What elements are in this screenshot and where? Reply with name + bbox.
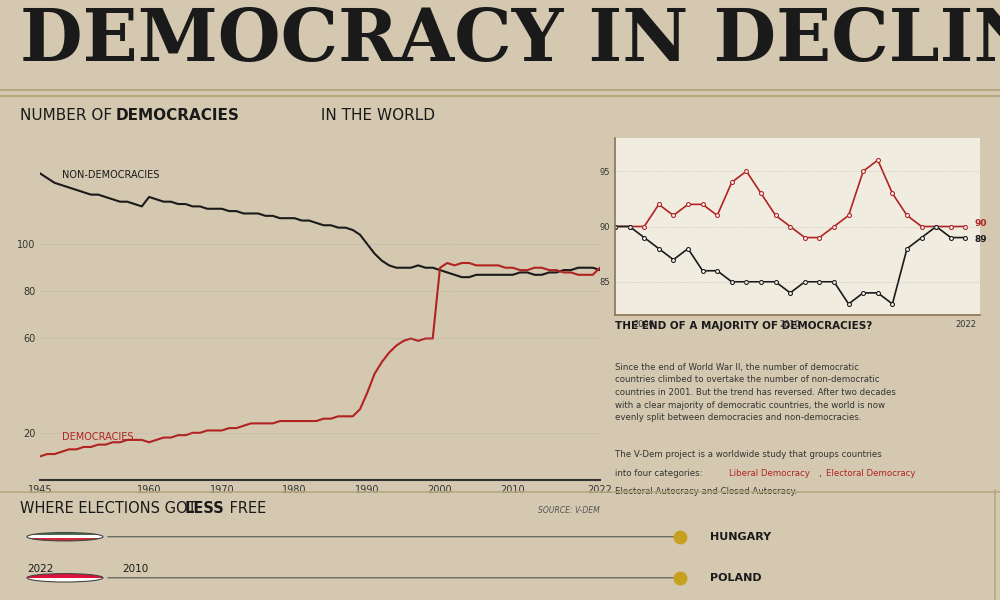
- Text: IN THE WORLD: IN THE WORLD: [316, 108, 435, 123]
- Text: Liberal Democracy: Liberal Democracy: [729, 469, 810, 478]
- Text: DEMOCRACY IN DECLINE: DEMOCRACY IN DECLINE: [20, 5, 1000, 76]
- Text: 90: 90: [974, 218, 987, 227]
- Text: The V-Dem project is a worldwide study that groups countries: The V-Dem project is a worldwide study t…: [615, 451, 882, 460]
- Text: WHERE ELECTIONS GOT: WHERE ELECTIONS GOT: [20, 502, 201, 517]
- Text: 2010: 2010: [122, 564, 148, 574]
- Text: THE END OF A MAJORITY OF DEMOCRACIES?: THE END OF A MAJORITY OF DEMOCRACIES?: [615, 321, 872, 331]
- Text: NON-DEMOCRACIES: NON-DEMOCRACIES: [62, 170, 159, 180]
- Bar: [27, 574, 103, 578]
- Text: Electoral Autocracy and Closed Autocracy.: Electoral Autocracy and Closed Autocracy…: [615, 487, 797, 496]
- Text: into four categories:: into four categories:: [615, 469, 705, 478]
- Bar: [27, 578, 103, 582]
- Text: DEMOCRACIES: DEMOCRACIES: [116, 108, 240, 123]
- Text: SOURCE: V-DEM: SOURCE: V-DEM: [538, 506, 600, 515]
- Text: 89: 89: [974, 235, 987, 244]
- Text: ,: ,: [819, 469, 825, 478]
- Text: FREE: FREE: [225, 502, 266, 517]
- Bar: [27, 538, 103, 541]
- Bar: [27, 533, 103, 535]
- Text: Electoral Democracy: Electoral Democracy: [826, 469, 916, 478]
- Text: 2022: 2022: [27, 564, 53, 574]
- Text: DEMOCRACIES: DEMOCRACIES: [62, 432, 133, 442]
- Text: NUMBER OF: NUMBER OF: [20, 108, 117, 123]
- Text: Since the end of World War II, the number of democratic
countries climbed to ove: Since the end of World War II, the numbe…: [615, 363, 896, 422]
- Bar: [27, 535, 103, 538]
- Text: LESS: LESS: [185, 502, 225, 517]
- Text: POLAND: POLAND: [710, 573, 762, 583]
- Text: HUNGARY: HUNGARY: [710, 532, 771, 542]
